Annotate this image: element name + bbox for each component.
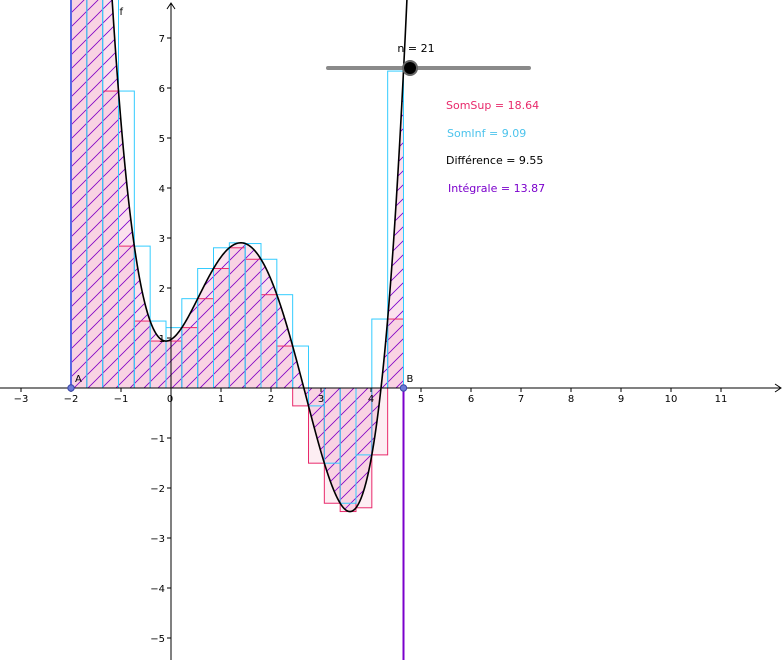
point-a-label: A <box>75 374 82 385</box>
x-axis-arrow <box>774 383 782 393</box>
x-tick-label-11: 11 <box>715 394 728 405</box>
integral-hatch <box>71 0 404 512</box>
slider-knob[interactable] <box>402 60 419 76</box>
slider-label: n = 21 <box>397 42 434 55</box>
upper-rect-14 <box>276 294 294 389</box>
y-tick-label-5: 5 <box>159 134 165 145</box>
upper-rect-17 <box>323 387 341 464</box>
y-tick-label-4: 4 <box>159 184 165 195</box>
upper-rect-13 <box>260 258 278 389</box>
function-graph[interactable] <box>61 0 421 513</box>
upper-rect-4 <box>118 90 135 389</box>
point-b-label: B <box>407 374 414 385</box>
point-b[interactable]: B <box>399 374 414 392</box>
point-a[interactable]: A <box>67 374 82 392</box>
y-tick-label-7: 7 <box>159 34 165 45</box>
y-tick-label-3: 3 <box>159 234 165 245</box>
upper-rect-9 <box>197 268 214 389</box>
y-tick-label--2: −2 <box>150 484 165 495</box>
x-tick-label--2: −2 <box>64 394 79 405</box>
upper-rect-8 <box>181 298 199 389</box>
x-tick-label-8: 8 <box>568 394 574 405</box>
upper-sum-rectangles <box>70 0 405 504</box>
y-axis-arrow <box>166 2 176 10</box>
x-tick-label--3: −3 <box>14 394 29 405</box>
difference-readout: Différence = 9.55 <box>446 154 543 167</box>
x-tick-label-10: 10 <box>665 394 678 405</box>
x-tick-label-5: 5 <box>418 394 424 405</box>
x-tick-label-2: 2 <box>268 394 274 405</box>
y-tick-label--5: −5 <box>150 634 165 645</box>
x-tick-label-6: 6 <box>468 394 474 405</box>
upper-rect-5 <box>133 245 151 389</box>
upper-rect-6 <box>149 320 167 389</box>
function-curve <box>111 0 408 513</box>
upper-rect-1 <box>70 0 88 389</box>
integrale-readout: Intégrale = 13.87 <box>448 182 545 195</box>
function-label: f <box>120 7 124 18</box>
upper-rect-2 <box>86 0 104 389</box>
x-tick-label-4: 4 <box>368 394 374 405</box>
x-tick-label-7: 7 <box>518 394 524 405</box>
y-tick-label--1: −1 <box>150 434 165 445</box>
upper-rect-11 <box>228 242 246 389</box>
y-tick-label-2: 2 <box>159 284 165 295</box>
x-tick-label-0: 0 <box>167 394 173 405</box>
x-tick-label-3: 3 <box>318 394 324 405</box>
y-tick-label-6: 6 <box>159 84 165 95</box>
somsup-readout: SomSup = 18.64 <box>446 99 539 112</box>
x-tick-label--1: −1 <box>114 394 129 405</box>
upper-rect-18 <box>339 387 357 504</box>
x-tick-label-9: 9 <box>618 394 624 405</box>
y-tick-label--3: −3 <box>150 534 165 545</box>
y-tick-label--4: −4 <box>150 584 165 595</box>
x-tick-label-1: 1 <box>218 394 224 405</box>
n-slider[interactable]: n = 21 <box>326 42 531 76</box>
sominf-readout: SomInf = 9.09 <box>447 127 526 140</box>
upper-rect-10 <box>213 247 230 389</box>
upper-rect-12 <box>244 243 262 389</box>
